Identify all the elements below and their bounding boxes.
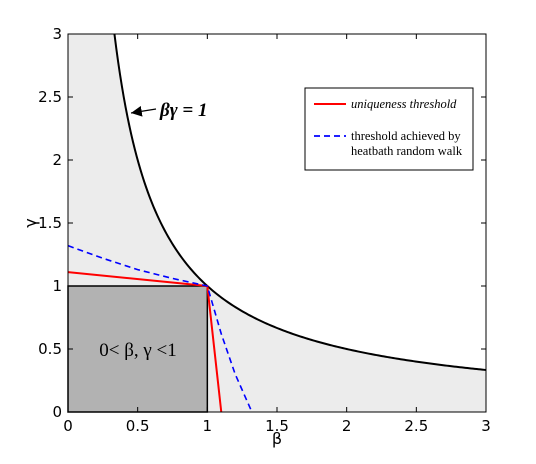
x-tick-label: 2 bbox=[342, 417, 352, 435]
annotation-hyperbola: βγ = 1 bbox=[130, 100, 207, 121]
heatbath-threshold-line bbox=[68, 244, 253, 412]
legend-box bbox=[304, 87, 474, 171]
annotation-hyperbola-label: βγ = 1 bbox=[159, 100, 207, 121]
y-tick-label: 0 bbox=[52, 403, 62, 421]
x-tick-label: 3 bbox=[481, 417, 491, 435]
legend: uniqueness threshold threshold achieved … bbox=[304, 87, 474, 171]
y-tick-label: 1 bbox=[52, 277, 62, 295]
x-tick-label: 0 bbox=[63, 417, 73, 435]
series-layer bbox=[68, 34, 486, 412]
legend-label-heatbath-line1: threshold achieved by bbox=[351, 129, 461, 143]
annotation-arrow bbox=[130, 105, 157, 117]
legend-label-uniqueness: uniqueness threshold bbox=[351, 97, 457, 111]
axis-ticks: 0 0.5 1 1.5 2 2.5 3 0 0.5 1 1.5 2 2.5 3 bbox=[38, 25, 491, 435]
y-tick-label: 3 bbox=[52, 25, 62, 43]
x-tick-label: 1 bbox=[203, 417, 213, 435]
annotation-square-label: 0< β, γ <1 bbox=[99, 340, 177, 361]
y-tick-label: 2 bbox=[52, 151, 62, 169]
legend-label-heatbath: threshold achieved by heatbath random wa… bbox=[351, 129, 464, 158]
x-tick-label: 2.5 bbox=[404, 417, 428, 435]
x-axis-label: β bbox=[272, 429, 282, 448]
x-tick-label: 0.5 bbox=[126, 417, 150, 435]
x-tick-label: 1.5 bbox=[265, 417, 289, 435]
y-tick-label: 0.5 bbox=[38, 340, 62, 358]
y-axis-label: γ bbox=[21, 218, 40, 227]
legend-label-heatbath-line2: heatbath random walk bbox=[351, 144, 463, 158]
y-tick-label: 2.5 bbox=[38, 88, 62, 106]
y-tick-label: 1.5 bbox=[38, 214, 62, 232]
hyperbola-curve bbox=[113, 34, 486, 371]
plot-area bbox=[67, 33, 487, 413]
